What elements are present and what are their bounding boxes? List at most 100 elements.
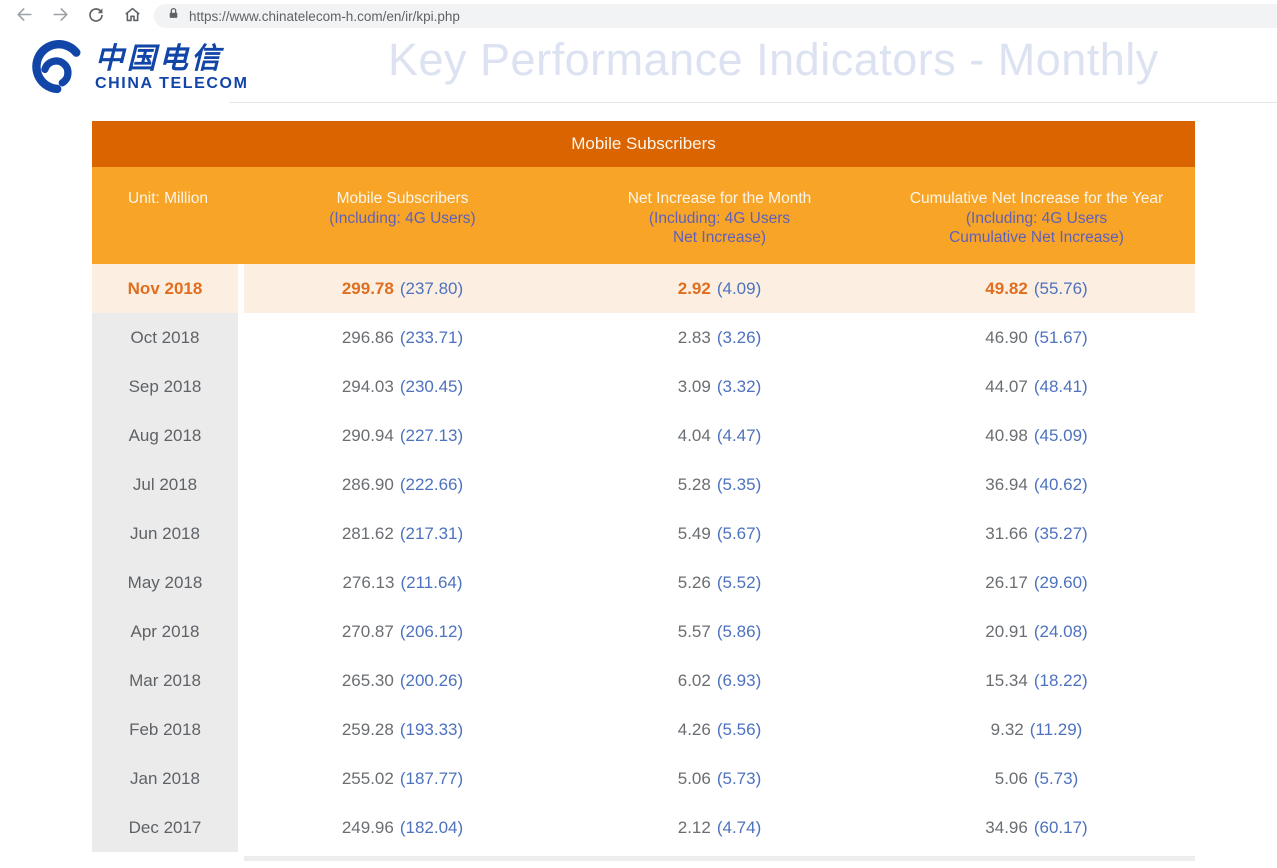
table-row[interactable]: Dec 2017 249.96 (182.04) 2.12 (4.74) 34.96… [92,803,1195,852]
row-net-increase: 2.12 (4.74) [561,803,878,852]
column-gap [238,754,244,803]
row-cumulative: 46.90 (51.67) [878,313,1195,362]
arrow-left-icon [15,5,34,27]
row-cumulative: 31.66 (35.27) [878,509,1195,558]
row-cumulative: 9.32 (11.29) [878,705,1195,754]
row-cumulative: 26.17 (29.60) [878,558,1195,607]
reload-button[interactable] [78,2,114,30]
home-button[interactable] [114,2,150,30]
row-cumulative: 40.98 (45.09) [878,411,1195,460]
row-subscribers: 286.90 (222.66) [244,460,561,509]
value-4g: (3.26) [716,327,762,347]
column-subtitle: Cumulative Net Increase) [949,229,1124,246]
value-4g: (217.31) [399,523,464,543]
value-4g: (187.77) [399,768,464,788]
next-section-divider [244,856,1195,861]
value-total: 31.66 [985,523,1028,543]
value-total: 2.12 [677,817,711,837]
row-net-increase: 5.49 (5.67) [561,509,878,558]
row-cumulative: 15.34 (18.22) [878,656,1195,705]
row-month: Dec 2017 [92,803,238,852]
forward-button[interactable] [42,2,78,30]
china-telecom-logo-icon [22,38,88,99]
value-total: 3.09 [677,376,711,396]
value-4g: (24.08) [1033,621,1088,641]
row-month: Nov 2018 [92,264,238,313]
value-total: 281.62 [341,523,394,543]
address-bar[interactable]: https://www.chinatelecom-h.com/en/ir/kpi… [154,4,1277,28]
value-4g: (227.13) [399,425,464,445]
back-button[interactable] [6,2,42,30]
row-cumulative: 5.06 (5.73) [878,754,1195,803]
browser-toolbar: https://www.chinatelecom-h.com/en/ir/kpi… [0,0,1277,32]
column-gap [238,460,244,509]
table-row[interactable]: Apr 2018 270.87 (206.12) 5.57 (5.86) 20.91… [92,607,1195,656]
value-total: 2.83 [677,327,711,347]
value-4g: (29.60) [1033,572,1088,592]
table-row[interactable]: May 2018 276.13 (211.64) 5.26 (5.52) 26.17… [92,558,1195,607]
column-gap [238,411,244,460]
table-row[interactable]: Sep 2018 294.03 (230.45) 3.09 (3.32) 44.07… [92,362,1195,411]
row-month: Jul 2018 [92,460,238,509]
row-month: Feb 2018 [92,705,238,754]
logo-english-name: CHINA TELECOM [95,74,249,92]
table-section-header: Mobile Subscribers [92,121,1195,167]
row-subscribers: 249.96 (182.04) [244,803,561,852]
value-total: 5.57 [677,621,711,641]
value-4g: (5.52) [716,572,762,592]
column-title: Mobile Subscribers [336,190,469,207]
row-net-increase: 5.57 (5.86) [561,607,878,656]
value-4g: (48.41) [1033,376,1088,396]
table-row[interactable]: Feb 2018 259.28 (193.33) 4.26 (5.56) 9.32(… [92,705,1195,754]
table-row[interactable]: Aug 2018 290.94 (227.13) 4.04 (4.47) 40.98… [92,411,1195,460]
value-total: 5.28 [677,474,711,494]
row-subscribers: 276.13 (211.64) [244,558,561,607]
column-header-subscribers: Mobile Subscribers (Including: 4G Users) [244,189,561,264]
value-4g: (4.09) [716,278,762,298]
value-4g: (40.62) [1033,474,1088,494]
row-net-increase: 5.28 (5.35) [561,460,878,509]
table-row[interactable]: Jun 2018 281.62 (217.31) 5.49 (5.67) 31.66… [92,509,1195,558]
table-row[interactable]: Jan 2018 255.02 (187.77) 5.06 (5.73) 5.06(… [92,754,1195,803]
value-4g: (5.56) [716,719,762,739]
column-gap [238,264,244,313]
column-gap [238,313,244,362]
value-total: 286.90 [341,474,394,494]
value-4g: (6.93) [716,670,762,690]
row-month: May 2018 [92,558,238,607]
value-4g: (182.04) [399,817,464,837]
row-month: Sep 2018 [92,362,238,411]
column-title: Cumulative Net Increase for the Year [909,190,1164,207]
column-gap [238,509,244,558]
row-month: Aug 2018 [92,411,238,460]
value-4g: (5.86) [716,621,762,641]
table-row[interactable]: Oct 2018 296.86 (233.71) 2.83 (3.26) 46.90… [92,313,1195,362]
row-net-increase: 6.02 (6.93) [561,656,878,705]
column-title: Net Increase for the Month [627,190,812,207]
arrow-right-icon [51,5,70,27]
row-net-increase: 4.04 (4.47) [561,411,878,460]
value-total: 299.78 [341,278,394,298]
value-4g: (237.80) [399,278,464,298]
row-cumulative: 49.82 (55.76) [878,264,1195,313]
row-month: Jan 2018 [92,754,238,803]
table-row[interactable]: Mar 2018 265.30 (200.26) 6.02 (6.93) 15.34… [92,656,1195,705]
value-4g: (193.33) [399,719,464,739]
value-total: 15.34 [985,670,1028,690]
china-telecom-logo[interactable]: 中国电信 CHINA TELECOM [22,38,249,99]
row-subscribers: 259.28 (193.33) [244,705,561,754]
unit-label: Unit: Million [127,190,209,207]
table-row[interactable]: Nov 2018 299.78 (237.80) 2.92 (4.09) 49.82… [92,264,1195,313]
value-total: 20.91 [985,621,1028,641]
value-4g: (5.67) [716,523,762,543]
value-4g: (3.32) [716,376,762,396]
value-4g: (4.47) [716,425,762,445]
value-total: 34.96 [985,817,1028,837]
value-total: 5.26 [677,572,711,592]
row-subscribers: 294.03 (230.45) [244,362,561,411]
row-cumulative: 44.07 (48.41) [878,362,1195,411]
row-net-increase: 4.26 (5.56) [561,705,878,754]
value-total: 290.94 [341,425,394,445]
column-gap [238,803,244,852]
table-row[interactable]: Jul 2018 286.90 (222.66) 5.28 (5.35) 36.94… [92,460,1195,509]
